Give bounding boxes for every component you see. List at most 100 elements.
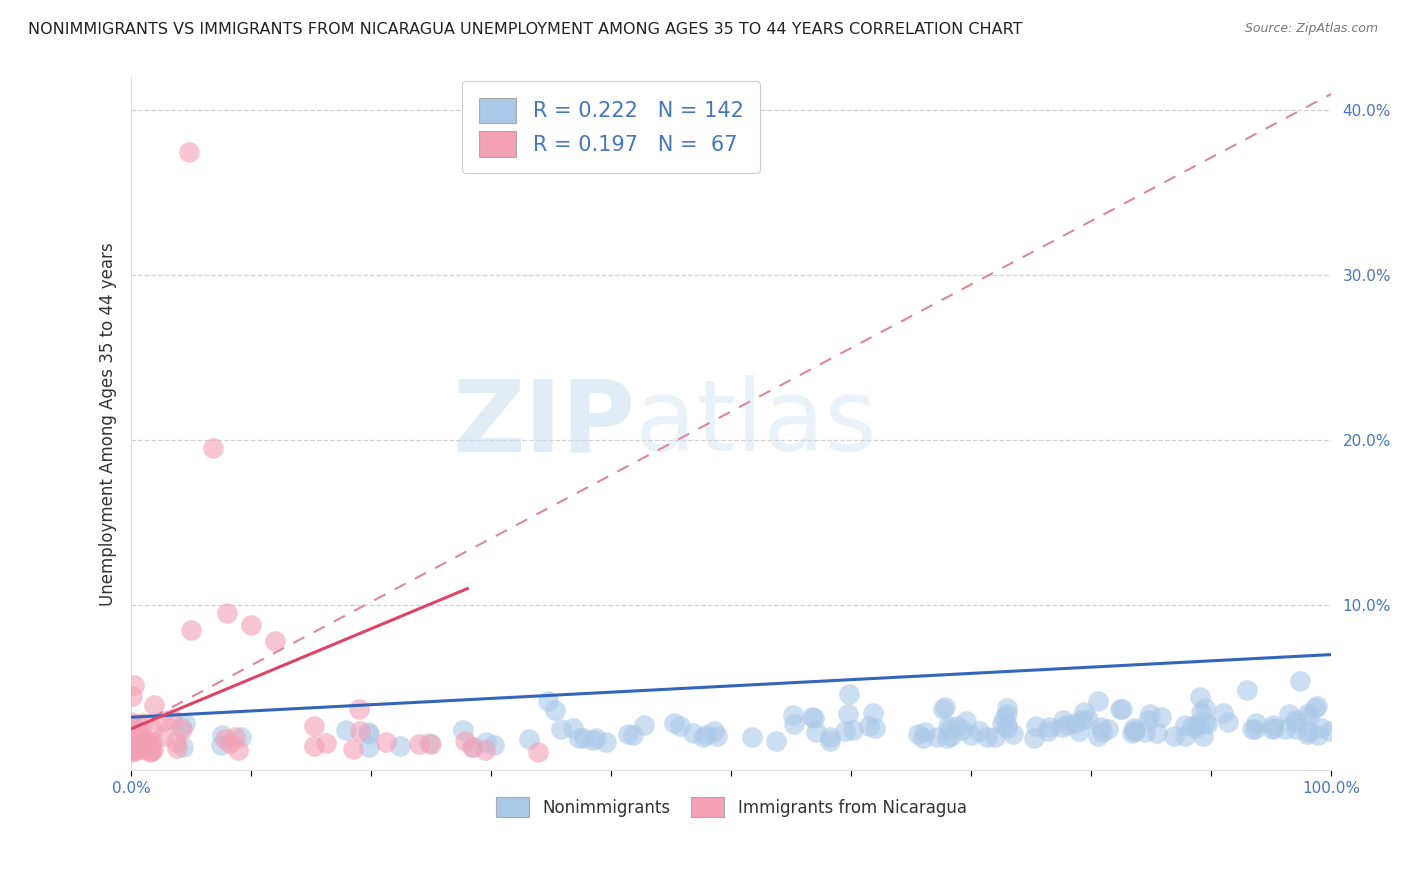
Point bbox=[1212, 706, 1234, 720]
Point bbox=[1285, 714, 1308, 729]
Point bbox=[125, 735, 148, 749]
Point bbox=[567, 731, 589, 745]
Point bbox=[142, 722, 165, 736]
Point bbox=[1296, 707, 1319, 722]
Point bbox=[574, 731, 596, 745]
Point bbox=[939, 729, 962, 743]
Point bbox=[138, 736, 160, 750]
Text: NONIMMIGRANTS VS IMMIGRANTS FROM NICARAGUA UNEMPLOYMENT AMONG AGES 35 TO 44 YEAR: NONIMMIGRANTS VS IMMIGRANTS FROM NICARAG… bbox=[28, 22, 1022, 37]
Point bbox=[1174, 729, 1197, 743]
Point bbox=[1163, 729, 1185, 743]
Point bbox=[127, 742, 149, 756]
Point bbox=[174, 715, 197, 730]
Point bbox=[135, 733, 157, 747]
Point bbox=[842, 723, 865, 737]
Point bbox=[139, 743, 162, 757]
Point bbox=[1025, 719, 1047, 733]
Point bbox=[1240, 723, 1263, 737]
Point bbox=[1038, 723, 1060, 738]
Point bbox=[914, 725, 936, 739]
Point bbox=[995, 706, 1018, 721]
Point bbox=[837, 707, 859, 722]
Point bbox=[1121, 726, 1143, 740]
Point bbox=[304, 739, 326, 754]
Point bbox=[141, 735, 163, 749]
Point bbox=[461, 739, 484, 754]
Point bbox=[562, 721, 585, 735]
Point bbox=[1123, 724, 1146, 739]
Point bbox=[669, 718, 692, 732]
Point bbox=[120, 743, 142, 757]
Point bbox=[121, 730, 143, 744]
Point bbox=[862, 706, 884, 720]
Point bbox=[142, 743, 165, 757]
Legend: Nonimmigrants, Immigrants from Nicaragua: Nonimmigrants, Immigrants from Nicaragua bbox=[489, 790, 973, 824]
Point bbox=[911, 731, 934, 746]
Point bbox=[1123, 721, 1146, 735]
Point bbox=[741, 730, 763, 744]
Point bbox=[1236, 683, 1258, 698]
Point bbox=[127, 731, 149, 746]
Point bbox=[976, 730, 998, 744]
Point bbox=[121, 723, 143, 738]
Point bbox=[537, 693, 560, 707]
Point bbox=[201, 442, 224, 456]
Point bbox=[342, 742, 364, 756]
Point bbox=[804, 725, 827, 739]
Point bbox=[582, 732, 605, 747]
Point bbox=[132, 742, 155, 756]
Point bbox=[357, 725, 380, 739]
Text: Source: ZipAtlas.com: Source: ZipAtlas.com bbox=[1244, 22, 1378, 36]
Point bbox=[419, 737, 441, 751]
Point bbox=[517, 731, 540, 746]
Point bbox=[153, 714, 176, 728]
Point bbox=[226, 743, 249, 757]
Point bbox=[621, 728, 644, 742]
Point bbox=[936, 719, 959, 733]
Point bbox=[934, 699, 956, 714]
Point bbox=[124, 735, 146, 749]
Point bbox=[1139, 707, 1161, 722]
Point bbox=[347, 702, 370, 716]
Point bbox=[335, 723, 357, 737]
Point bbox=[359, 739, 381, 754]
Point bbox=[166, 741, 188, 756]
Point bbox=[907, 727, 929, 741]
Point bbox=[211, 728, 233, 742]
Point bbox=[950, 723, 973, 738]
Point bbox=[858, 719, 880, 733]
Point bbox=[482, 738, 505, 752]
Point bbox=[139, 739, 162, 753]
Point bbox=[1070, 713, 1092, 727]
Point bbox=[1194, 700, 1216, 714]
Point bbox=[1319, 723, 1341, 738]
Point bbox=[131, 731, 153, 745]
Point bbox=[1284, 714, 1306, 728]
Point bbox=[1097, 722, 1119, 736]
Point bbox=[302, 718, 325, 732]
Point bbox=[240, 618, 263, 632]
Point bbox=[121, 745, 143, 759]
Point bbox=[782, 708, 804, 723]
Point bbox=[1284, 723, 1306, 737]
Point bbox=[475, 735, 498, 749]
Point bbox=[991, 716, 1014, 731]
Point bbox=[1111, 702, 1133, 716]
Point bbox=[461, 739, 484, 754]
Point bbox=[946, 719, 969, 733]
Point bbox=[121, 689, 143, 703]
Point bbox=[550, 723, 572, 737]
Point bbox=[177, 145, 200, 159]
Point bbox=[838, 687, 860, 701]
Point bbox=[418, 736, 440, 750]
Point bbox=[1218, 715, 1240, 730]
Point bbox=[995, 700, 1018, 714]
Point bbox=[1195, 717, 1218, 731]
Point bbox=[834, 723, 856, 738]
Point bbox=[1298, 725, 1320, 739]
Point bbox=[1067, 724, 1090, 739]
Point bbox=[451, 723, 474, 737]
Point bbox=[633, 717, 655, 731]
Point bbox=[527, 745, 550, 759]
Point bbox=[1056, 718, 1078, 732]
